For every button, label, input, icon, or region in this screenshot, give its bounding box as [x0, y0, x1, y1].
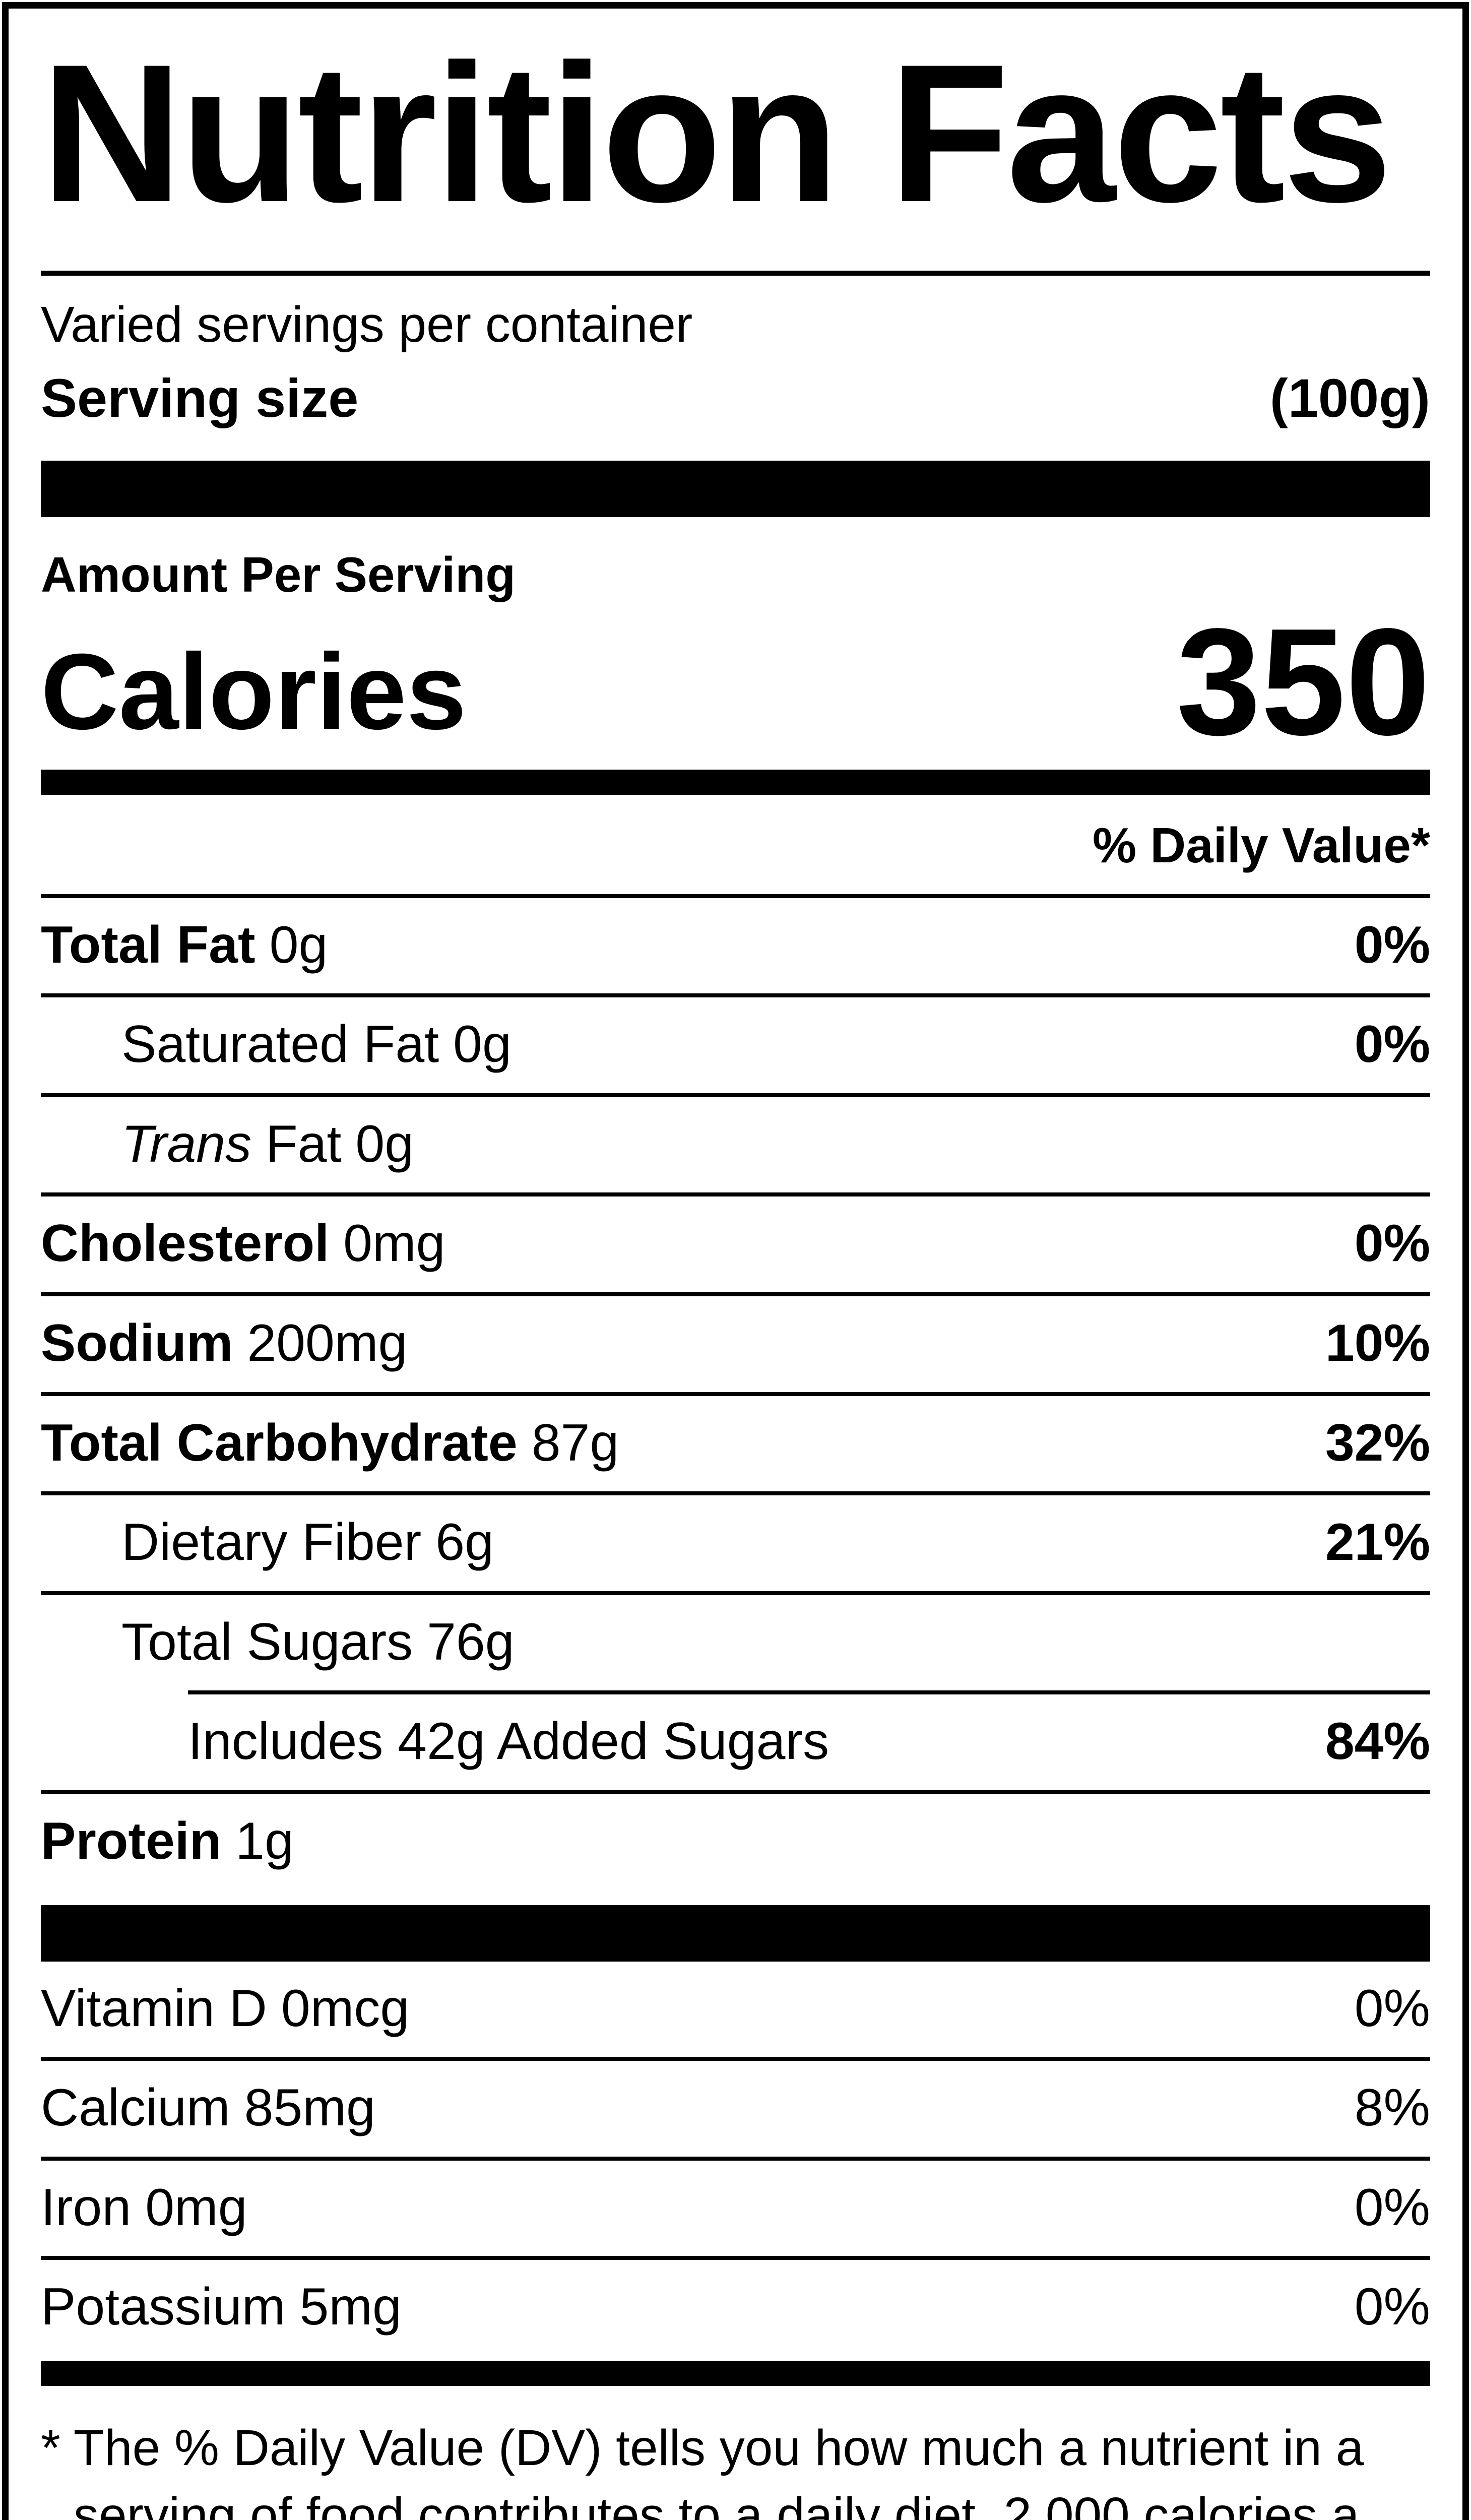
nutrient-row-saturated-fat: Saturated Fat 0g 0%: [41, 997, 1430, 1093]
nutrient-amount: 76g: [427, 1612, 515, 1671]
nutrient-row-cholesterol: Cholesterol 0mg 0%: [41, 1196, 1430, 1292]
row-divider: [41, 2256, 1430, 2260]
row-divider: [41, 1591, 1430, 1595]
row-divider-indented: [188, 1690, 1430, 1695]
vitamin-dv: 8%: [1354, 2078, 1430, 2137]
row-divider: [41, 1192, 1430, 1197]
nutrient-amount: 0mg: [343, 1214, 445, 1273]
amount-per-serving-label: Amount Per Serving: [41, 547, 516, 603]
daily-value-header: % Daily Value*: [1092, 817, 1430, 873]
nutrient-row-dietary-fiber: Dietary Fiber 6g 21%: [41, 1495, 1430, 1591]
nutrient-amount: 200mg: [247, 1313, 408, 1372]
nutrient-name: Fat: [266, 1114, 342, 1173]
nutrient-row-total-carbohydrate: Total Carbohydrate 87g 32%: [41, 1396, 1430, 1492]
nutrient-name: Dietary Fiber: [121, 1513, 422, 1572]
footnote: * The % Daily Value (DV) tells you how m…: [41, 2419, 1364, 2520]
row-divider: [41, 1790, 1430, 1794]
vitamin-row-vitamin-d: Vitamin D 0mcg 0%: [41, 1962, 1430, 2057]
nutrient-row-total-sugars: Total Sugars 76g: [41, 1595, 1430, 1691]
row-divider: [41, 1292, 1430, 1296]
row-divider: [41, 1093, 1430, 1097]
row-divider: [41, 894, 1430, 898]
nutrient-name: Cholesterol: [41, 1214, 330, 1273]
nutrient-amount: 1g: [235, 1811, 294, 1870]
nutrient-amount: 0g: [453, 1015, 511, 1074]
nutrient-name: Total Fat: [41, 915, 255, 974]
nutrient-dv: 0%: [1354, 1214, 1430, 1273]
label-title: Nutrition Facts: [41, 23, 1392, 243]
row-divider: [41, 993, 1430, 998]
calories-value: 350: [1176, 596, 1430, 767]
nutrient-dv: 0%: [1354, 915, 1430, 974]
nutrient-row-protein: Protein 1g: [41, 1794, 1430, 1890]
serving-size-label: Serving size: [41, 367, 359, 428]
nutrient-amount: 6g: [435, 1513, 494, 1572]
serving-size-value: (100g): [1269, 367, 1430, 428]
row-divider: [41, 2156, 1430, 2161]
nutrient-name: Total Carbohydrate: [41, 1413, 518, 1472]
vitamin-dv: 0%: [1354, 1979, 1430, 2038]
vitamin-row-potassium: Potassium 5mg 0%: [41, 2260, 1430, 2356]
nutrient-name: Includes 42g Added Sugars: [188, 1712, 829, 1771]
nutrient-name: Total Sugars: [121, 1612, 413, 1671]
section-bar-thick: [41, 1905, 1430, 1962]
row-divider: [41, 1491, 1430, 1496]
nutrient-name: Protein: [41, 1811, 222, 1870]
nutrient-dv: 84%: [1325, 1712, 1430, 1771]
nutrient-name: Saturated Fat: [121, 1015, 439, 1074]
calories-label: Calories: [41, 632, 467, 752]
title-divider: [41, 271, 1430, 276]
row-divider: [41, 2057, 1430, 2061]
nutrient-amount: 0g: [269, 915, 328, 974]
serving-size-row: Serving size (100g): [41, 367, 1430, 429]
vitamin-name: Potassium: [41, 2278, 286, 2337]
nutrient-dv: 0%: [1354, 1015, 1430, 1074]
vitamin-amount: 5mg: [299, 2278, 402, 2337]
nutrient-amount: 87g: [531, 1413, 619, 1472]
vitamin-row-iron: Iron 0mg 0%: [41, 2161, 1430, 2256]
vitamin-name: Iron: [41, 2178, 132, 2237]
section-bar-medium: [41, 769, 1430, 795]
calories-row: Calories 350: [41, 604, 1430, 760]
section-bar-medium: [41, 2360, 1430, 2386]
vitamin-name: Calcium: [41, 2078, 230, 2137]
nutrient-row-trans-fat: Trans Fat 0g: [41, 1097, 1430, 1193]
nutrient-row-sodium: Sodium 200mg 10%: [41, 1296, 1430, 1392]
nutrient-amount: 0g: [355, 1114, 414, 1173]
nutrient-name-italic: Trans: [121, 1114, 252, 1173]
servings-per-container: Varied servings per container: [41, 296, 693, 353]
vitamin-dv: 0%: [1354, 2278, 1430, 2337]
nutrient-dv: 32%: [1325, 1413, 1430, 1472]
vitamin-name: Vitamin D: [41, 1979, 267, 2038]
section-bar-thick: [41, 461, 1430, 518]
vitamin-amount: 85mg: [244, 2078, 375, 2137]
nutrient-name: Sodium: [41, 1313, 233, 1372]
nutrient-row-added-sugars: Includes 42g Added Sugars 84%: [41, 1694, 1430, 1790]
nutrient-dv: 21%: [1325, 1513, 1430, 1572]
vitamin-amount: 0mcg: [281, 1979, 410, 2038]
vitamin-amount: 0mg: [145, 2178, 247, 2237]
vitamin-dv: 0%: [1354, 2178, 1430, 2237]
nutrient-row-total-fat: Total Fat 0g 0%: [41, 898, 1430, 994]
vitamin-row-calcium: Calcium 85mg 8%: [41, 2061, 1430, 2157]
row-divider: [41, 1392, 1430, 1396]
nutrient-dv: 10%: [1325, 1313, 1430, 1372]
